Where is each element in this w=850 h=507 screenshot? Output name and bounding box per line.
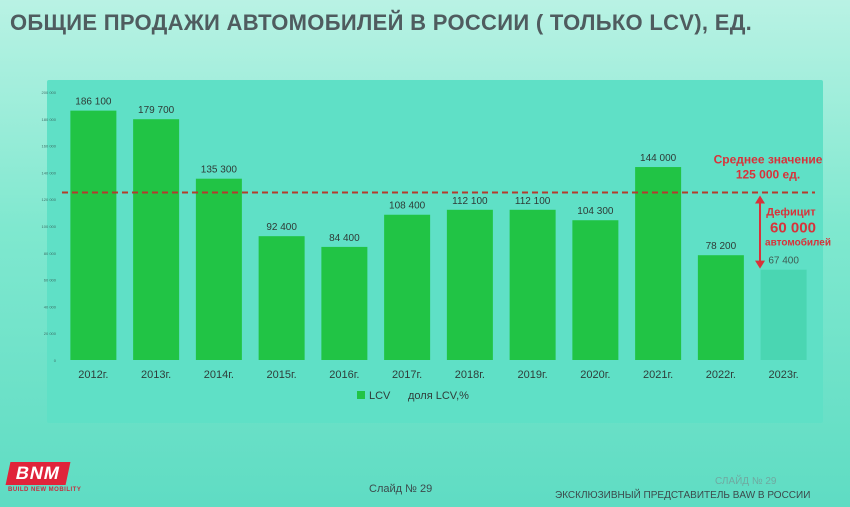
bar-11 [760,269,807,360]
x-tick-label: 2021г. [643,369,673,381]
x-tick-label: 2015г. [267,369,297,381]
legend-label-share: доля LCV,% [408,390,469,402]
average-label-line1: Среднее значение [714,153,823,167]
bar-8 [572,220,619,360]
deficit-arrow-head-down [755,260,765,269]
legend-swatch-lcv [357,391,365,399]
y-tick-label: 200 000 [42,90,57,95]
bar-0 [70,110,117,360]
x-tick-label: 2017г. [392,369,422,381]
bar-value-label: 186 100 [75,97,112,108]
bar-value-label: 84 400 [329,233,360,244]
y-tick-label: 180 000 [42,117,57,122]
bar-4 [321,246,368,360]
bar-7 [509,209,556,360]
y-tick-label: 40 000 [44,304,57,309]
x-tick-label: 2012г. [78,369,108,381]
logo-tagline: BUILD NEW MOBILITY [8,487,82,493]
bar-9 [635,167,682,360]
y-tick-label: 160 000 [42,144,57,149]
bar-value-label: 179 700 [138,105,175,116]
footer-representative: ЭКСКЛЮЗИВНЫЙ ПРЕДСТАВИТЕЛЬ BAW В РОССИИ [555,490,811,501]
y-tick-label: 100 000 [42,224,57,229]
x-tick-label: 2019г. [518,369,548,381]
y-tick-label: 60 000 [44,278,57,283]
deficit-label-top: Дефицит [766,207,816,219]
y-tick-label: 140 000 [42,170,57,175]
bar-value-label: 112 100 [452,196,488,207]
x-tick-label: 2022г. [706,369,736,381]
x-tick-label: 2018г. [455,369,485,381]
bar-value-label: 104 300 [577,206,614,217]
bar-value-label: 112 100 [515,196,551,207]
bar-value-label: 108 400 [389,201,426,212]
x-tick-label: 2023г. [769,369,799,381]
logo-wordmark: BNM [5,462,71,485]
deficit-label-bottom: автомобилей [765,237,831,249]
y-tick-label: 20 000 [44,331,57,336]
bar-2 [195,178,242,360]
y-tick-label: 0 [54,358,57,363]
bar-value-label: 92 400 [266,222,297,233]
bar-value-label: 67 400 [768,256,799,267]
bar-6 [446,209,493,360]
deficit-arrow-head-up [755,195,765,204]
bar-value-label: 144 000 [640,153,677,164]
bar-value-label: 135 300 [201,165,238,176]
bar-10 [697,255,744,360]
legend-label-lcv: LCV [369,390,391,402]
x-tick-label: 2014г. [204,369,234,381]
y-tick-label: 80 000 [44,251,57,256]
slide-number: Слайд № 29 [369,483,433,495]
bar-1 [133,119,180,361]
bar-5 [384,214,431,360]
x-tick-label: 2016г. [329,369,359,381]
deficit-label-value: 60 000 [770,220,816,237]
brand-logo: BNM BUILD NEW MOBILITY [5,462,128,507]
average-label-line2: 125 000 ед. [736,168,800,182]
bar-value-label: 78 200 [706,241,737,252]
slide-number-right: СЛАЙД № 29 [715,476,777,487]
page-title: ОБЩИЕ ПРОДАЖИ АВТОМОБИЛЕЙ В РОССИИ ( ТОЛ… [10,10,753,35]
x-tick-label: 2013г. [141,369,171,381]
bar-3 [258,236,305,360]
x-tick-label: 2020г. [580,369,610,381]
y-tick-label: 120 000 [42,197,57,202]
